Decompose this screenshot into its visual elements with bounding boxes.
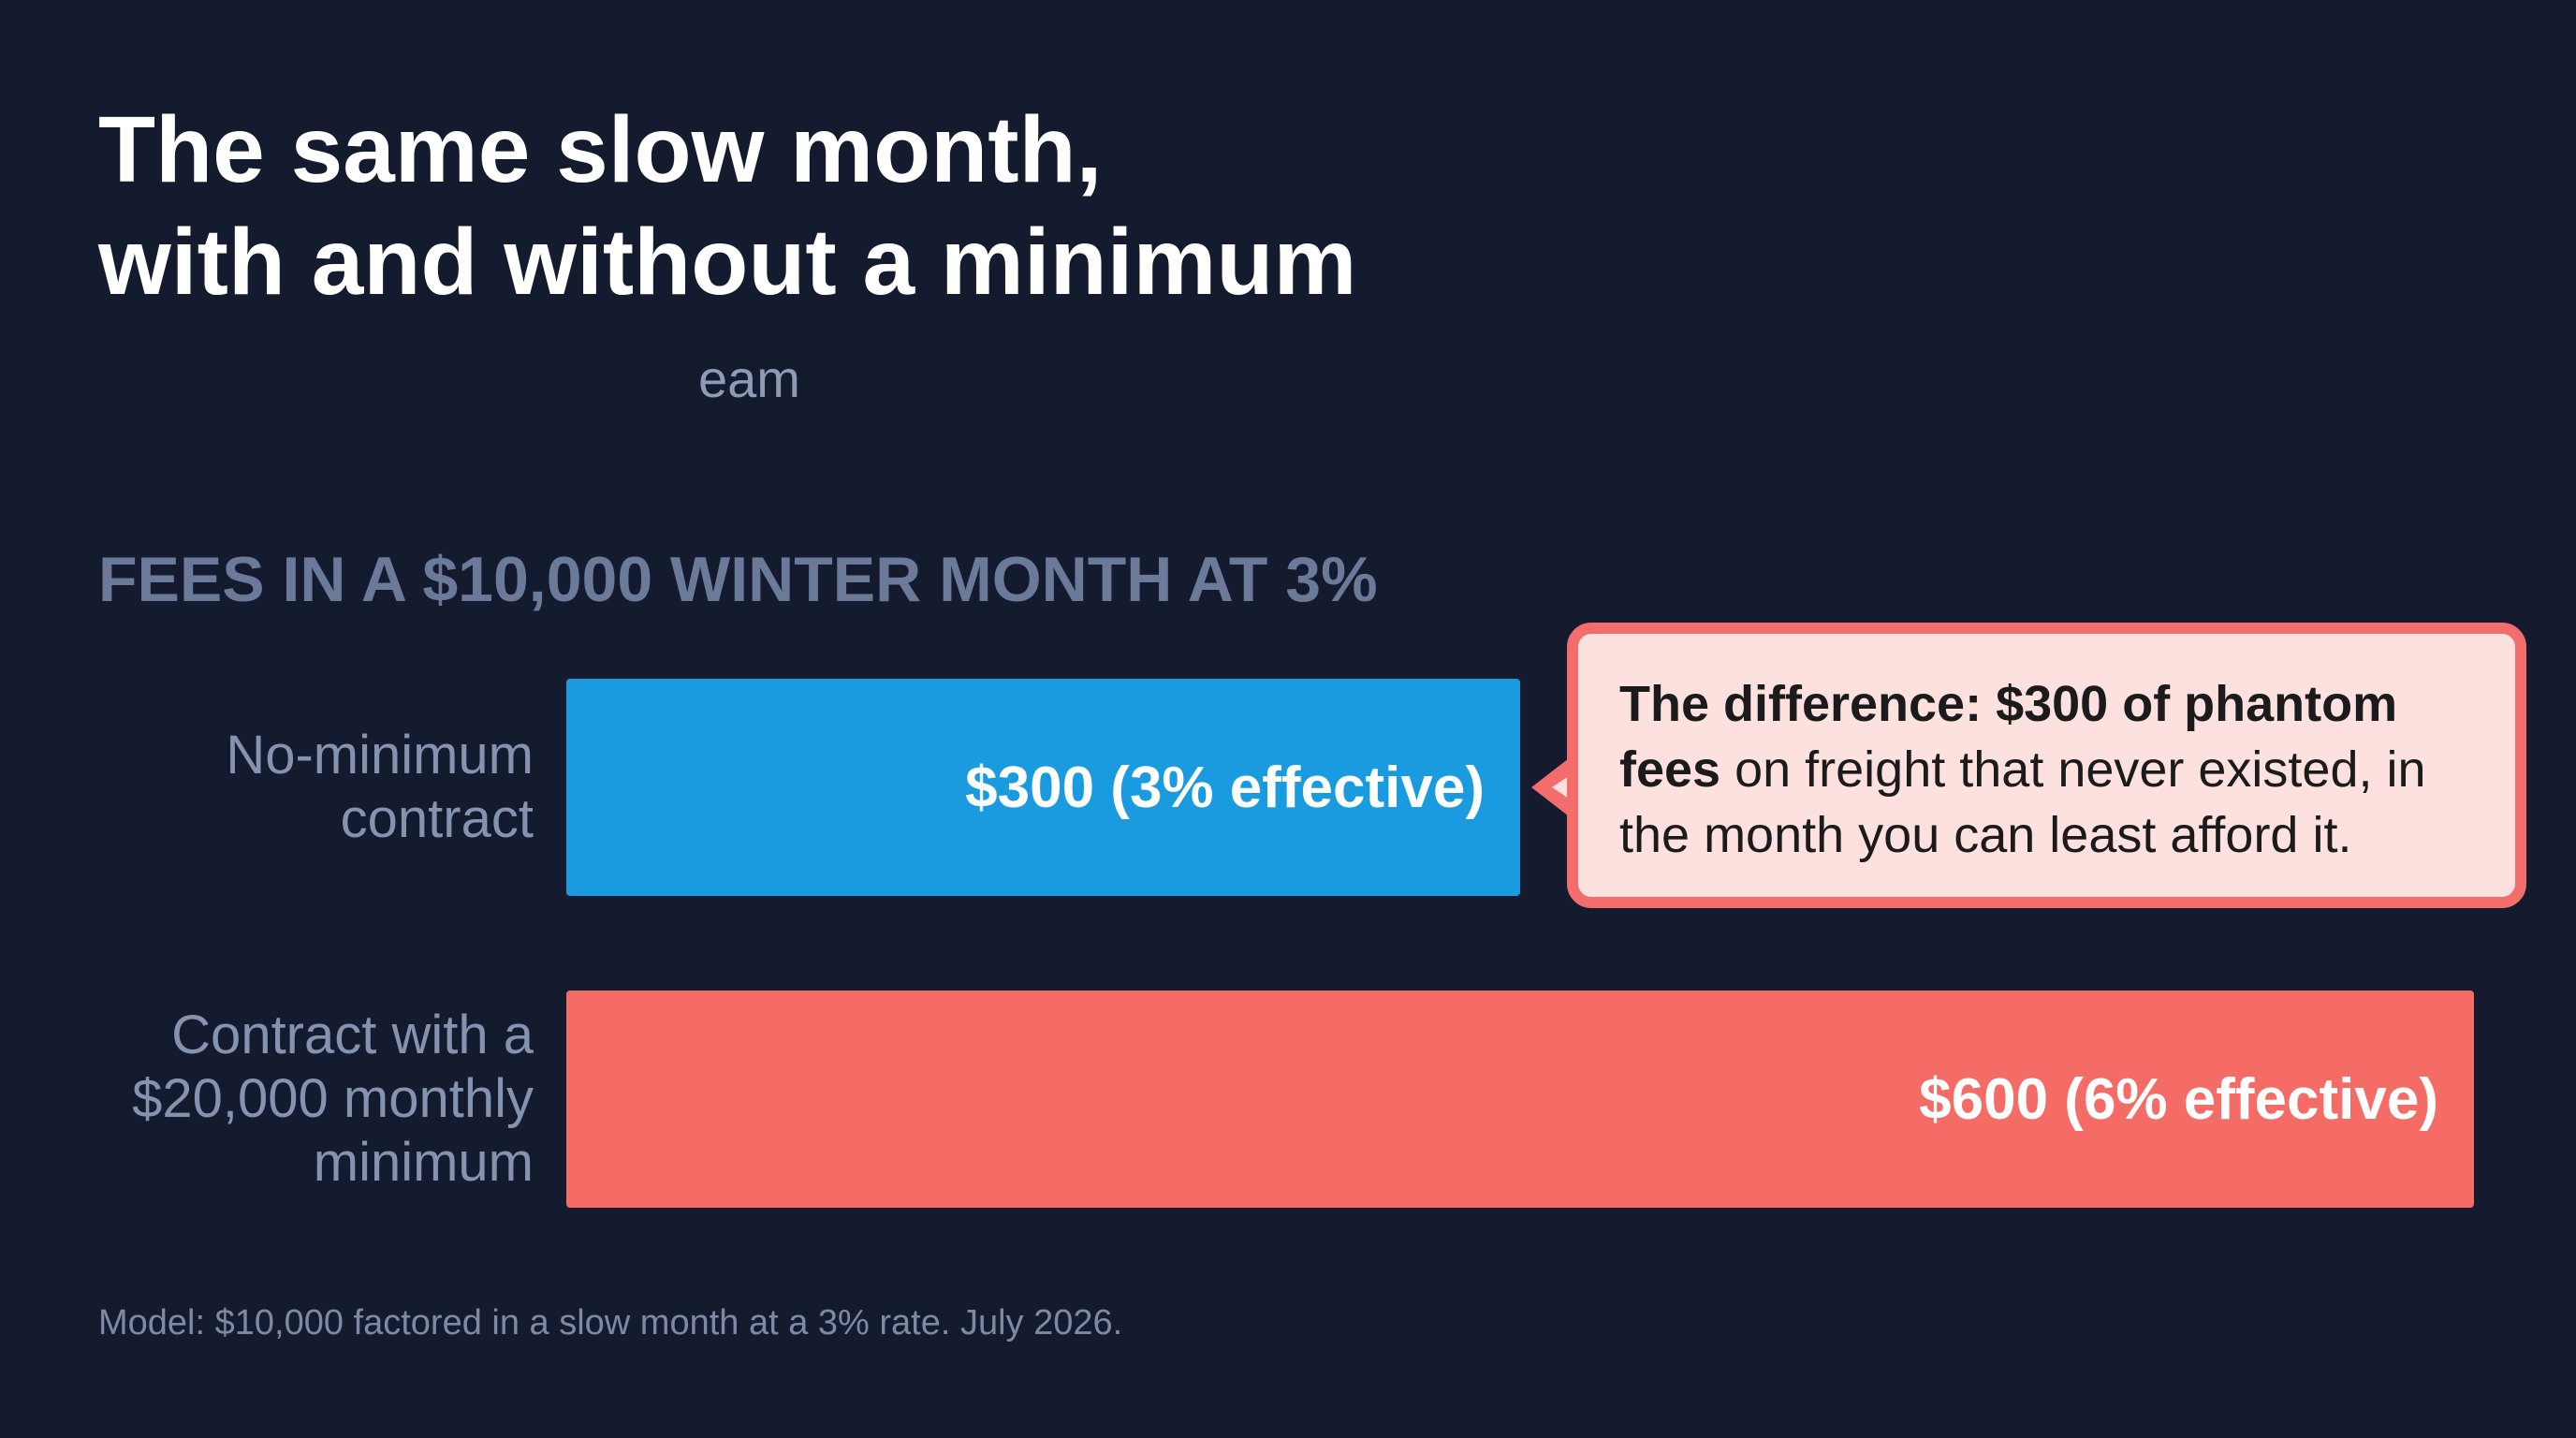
category-label: No-minimum contract <box>226 725 534 849</box>
annotation-bold: The difference: $300 of phantom fees <box>1619 676 2398 798</box>
subtitle: eam <box>698 349 800 408</box>
value-label: $300 (3% effective) <box>965 755 1485 820</box>
bar <box>566 679 1520 896</box>
bar <box>566 990 2474 1208</box>
annotation-text: on freight that never existed, in the mo… <box>1619 741 2426 863</box>
chart-title: FEES IN A $10,000 WINTER MONTH AT 3% <box>98 544 1378 615</box>
footer: Model: $10,000 factored in a slow month … <box>98 1303 1123 1343</box>
category-label: Contract with a $20,000 monthly minimum <box>132 1005 534 1193</box>
value-label: $600 (6% effective) <box>1919 1066 2438 1132</box>
annotation: The difference: $300 of phantom fees on … <box>1567 623 2526 908</box>
title-line: The same slow month, <box>98 97 1103 202</box>
title-line: with and without a minimum <box>98 210 1357 315</box>
page-title: The same slow month, with and without a … <box>98 94 1356 318</box>
